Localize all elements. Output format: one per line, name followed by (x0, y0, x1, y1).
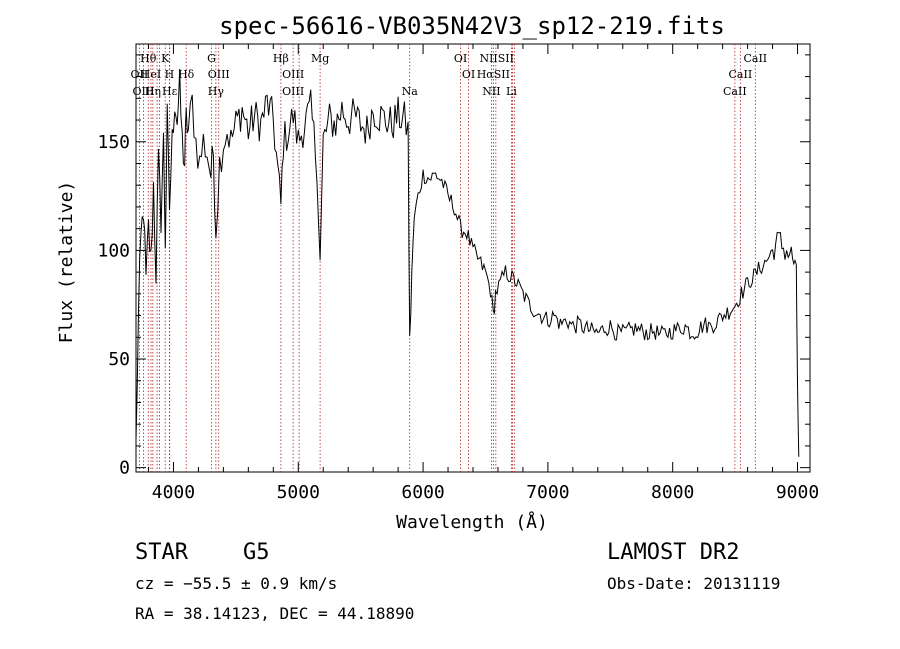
line-label-row1-1: K (161, 52, 170, 65)
line-label-row1-5: OI (454, 52, 467, 65)
line-label-row3-4: OIII (282, 85, 304, 98)
line-label-row1-3: Hβ (273, 52, 289, 65)
survey-name: LAMOST DR2 (607, 540, 740, 565)
line-label-row2-4: OIII (208, 68, 230, 81)
redshift-value: cz = −55.5 ± 0.9 km/s (135, 574, 338, 593)
x-tick-label-3: 7000 (526, 482, 569, 503)
line-label-row2-0: OII (131, 68, 149, 81)
chart-title: spec-56616-VB035N42V3_sp12-219.fits (219, 12, 725, 40)
x-tick-label-1: 5000 (277, 482, 320, 503)
line-label-row1-6: NIISII (479, 52, 514, 65)
y-tick-label-2: 100 (97, 240, 130, 261)
line-label-row3-1: Hη (145, 85, 161, 98)
x-tick-label-2: 6000 (401, 482, 444, 503)
line-label-row1-2: G (207, 52, 216, 65)
line-label-row3-0: OIII (132, 85, 154, 98)
line-label-row1-7: CaII (743, 52, 767, 65)
line-label-row3-3: Hγ (208, 85, 225, 98)
y-tick-label-1: 50 (108, 349, 130, 370)
line-label-row2-5: OIII (282, 68, 304, 81)
y-tick-label-0: 0 (119, 458, 130, 479)
spectrum-line (135, 68, 800, 457)
line-label-row2-6: OI (462, 68, 475, 81)
line-label-row2-3: Hδ (178, 68, 195, 81)
coordinates: RA = 38.14123, DEC = 44.18890 (135, 604, 415, 623)
y-tick-label-3: 150 (97, 132, 130, 153)
line-label-row3-5: Na (402, 85, 419, 98)
x-axis-label: Wavelength (Å) (396, 511, 548, 533)
line-label-row3-6: NII (482, 85, 500, 98)
object-subclass: G5 (243, 540, 270, 565)
x-tick-label-4: 8000 (651, 482, 694, 503)
line-label-row2-1: HeI (141, 68, 161, 81)
line-label-row2-7: HαSII (477, 68, 510, 81)
plot-frame (135, 43, 811, 473)
line-label-row3-2: Hε (162, 85, 178, 98)
line-label-row3-7: Li (506, 85, 517, 98)
y-axis-label: Flux (relative) (56, 181, 77, 344)
line-label-row2-2: H (165, 68, 175, 81)
line-label-row1-4: Mg (311, 52, 329, 65)
x-tick-label-5: 9000 (776, 482, 819, 503)
x-tick-label-0: 4000 (152, 482, 195, 503)
line-label-row3-8: CaII (723, 85, 747, 98)
observation-date: Obs-Date: 20131119 (607, 574, 781, 593)
line-label-row1-0: Hθ (140, 52, 157, 65)
spectral-line-markers (138, 44, 756, 472)
line-label-row2-8: CaII (729, 68, 753, 81)
object-class: STAR (135, 540, 188, 565)
axis-ticks: 4000 5000 6000 7000 8000 9000 0 50 100 150 (97, 44, 819, 503)
